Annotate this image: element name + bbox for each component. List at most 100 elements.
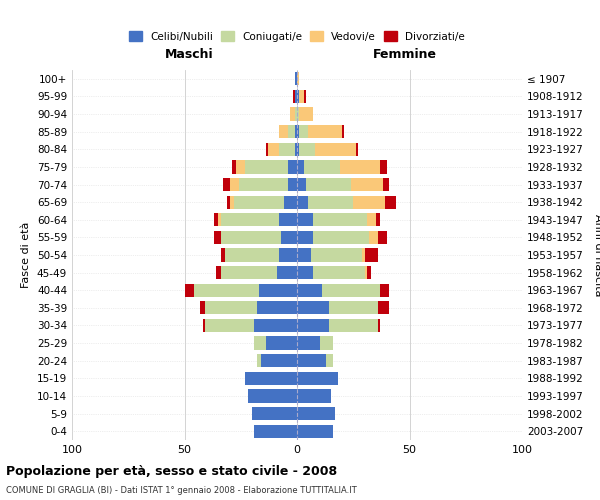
Bar — [214, 231, 221, 244]
Bar — [236, 160, 245, 173]
Legend: Celibi/Nubili, Coniugati/e, Vedovi/e, Divorziati/e: Celibi/Nubili, Coniugati/e, Vedovi/e, Di… — [125, 27, 469, 46]
Bar — [295, 72, 297, 86]
Bar — [304, 90, 306, 103]
Bar — [265, 142, 268, 156]
Bar — [329, 301, 378, 314]
Bar — [288, 125, 295, 138]
Bar — [279, 125, 288, 138]
Bar — [221, 231, 281, 244]
Y-axis label: Anni di nascita: Anni di nascita — [593, 214, 600, 296]
Bar — [232, 160, 236, 173]
Bar — [297, 160, 304, 173]
Bar — [353, 196, 385, 209]
Bar — [297, 72, 299, 86]
Bar — [254, 319, 297, 332]
Bar — [340, 160, 380, 173]
Bar — [297, 424, 333, 438]
Bar — [376, 213, 380, 226]
Bar — [216, 266, 221, 279]
Bar — [297, 248, 311, 262]
Bar — [295, 108, 297, 120]
Bar — [257, 354, 261, 368]
Bar — [248, 390, 297, 402]
Bar — [185, 284, 193, 297]
Bar — [223, 178, 229, 191]
Bar — [308, 125, 342, 138]
Bar — [299, 90, 304, 103]
Bar — [205, 301, 257, 314]
Bar — [205, 319, 254, 332]
Text: Femmine: Femmine — [373, 48, 437, 61]
Bar — [313, 213, 367, 226]
Bar — [380, 284, 389, 297]
Bar — [299, 108, 313, 120]
Bar — [277, 266, 297, 279]
Bar — [297, 319, 329, 332]
Bar — [369, 231, 378, 244]
Bar — [299, 125, 308, 138]
Bar — [193, 284, 259, 297]
Bar — [297, 178, 306, 191]
Bar — [288, 178, 297, 191]
Bar — [297, 284, 322, 297]
Bar — [254, 336, 265, 349]
Bar — [245, 160, 288, 173]
Text: COMUNE DI GRAGLIA (BI) - Dati ISTAT 1° gennaio 2008 - Elaborazione TUTTITALIA.IT: COMUNE DI GRAGLIA (BI) - Dati ISTAT 1° g… — [6, 486, 357, 495]
Bar — [281, 231, 297, 244]
Bar — [279, 248, 297, 262]
Bar — [227, 196, 229, 209]
Bar — [297, 407, 335, 420]
Bar — [355, 142, 358, 156]
Bar — [297, 266, 313, 279]
Bar — [322, 284, 380, 297]
Bar — [297, 390, 331, 402]
Bar — [320, 336, 333, 349]
Bar — [252, 407, 297, 420]
Bar — [299, 142, 315, 156]
Bar — [221, 266, 277, 279]
Bar — [326, 354, 333, 368]
Bar — [378, 231, 387, 244]
Bar — [259, 284, 297, 297]
Bar — [214, 213, 218, 226]
Bar — [297, 336, 320, 349]
Bar — [245, 372, 297, 385]
Bar — [295, 125, 297, 138]
Bar — [297, 231, 313, 244]
Bar — [297, 108, 299, 120]
Bar — [265, 336, 297, 349]
Bar — [279, 142, 295, 156]
Bar — [378, 301, 389, 314]
Bar — [304, 160, 340, 173]
Bar — [221, 248, 225, 262]
Bar — [295, 90, 297, 103]
Text: Maschi: Maschi — [164, 48, 214, 61]
Bar — [362, 248, 365, 262]
Bar — [385, 196, 396, 209]
Bar — [293, 90, 295, 103]
Bar — [279, 213, 297, 226]
Bar — [254, 424, 297, 438]
Bar — [365, 266, 367, 279]
Bar — [229, 196, 234, 209]
Bar — [297, 196, 308, 209]
Bar — [297, 90, 299, 103]
Bar — [229, 178, 239, 191]
Bar — [306, 178, 351, 191]
Bar — [284, 196, 297, 209]
Bar — [297, 301, 329, 314]
Bar — [200, 301, 205, 314]
Bar — [313, 266, 365, 279]
Bar — [297, 142, 299, 156]
Bar — [351, 178, 383, 191]
Bar — [367, 266, 371, 279]
Bar — [257, 301, 297, 314]
Bar — [367, 213, 376, 226]
Bar — [288, 160, 297, 173]
Text: Popolazione per età, sesso e stato civile - 2008: Popolazione per età, sesso e stato civil… — [6, 464, 337, 477]
Bar — [221, 213, 279, 226]
Bar — [261, 354, 297, 368]
Bar — [297, 125, 299, 138]
Bar — [383, 178, 389, 191]
Bar — [342, 125, 344, 138]
